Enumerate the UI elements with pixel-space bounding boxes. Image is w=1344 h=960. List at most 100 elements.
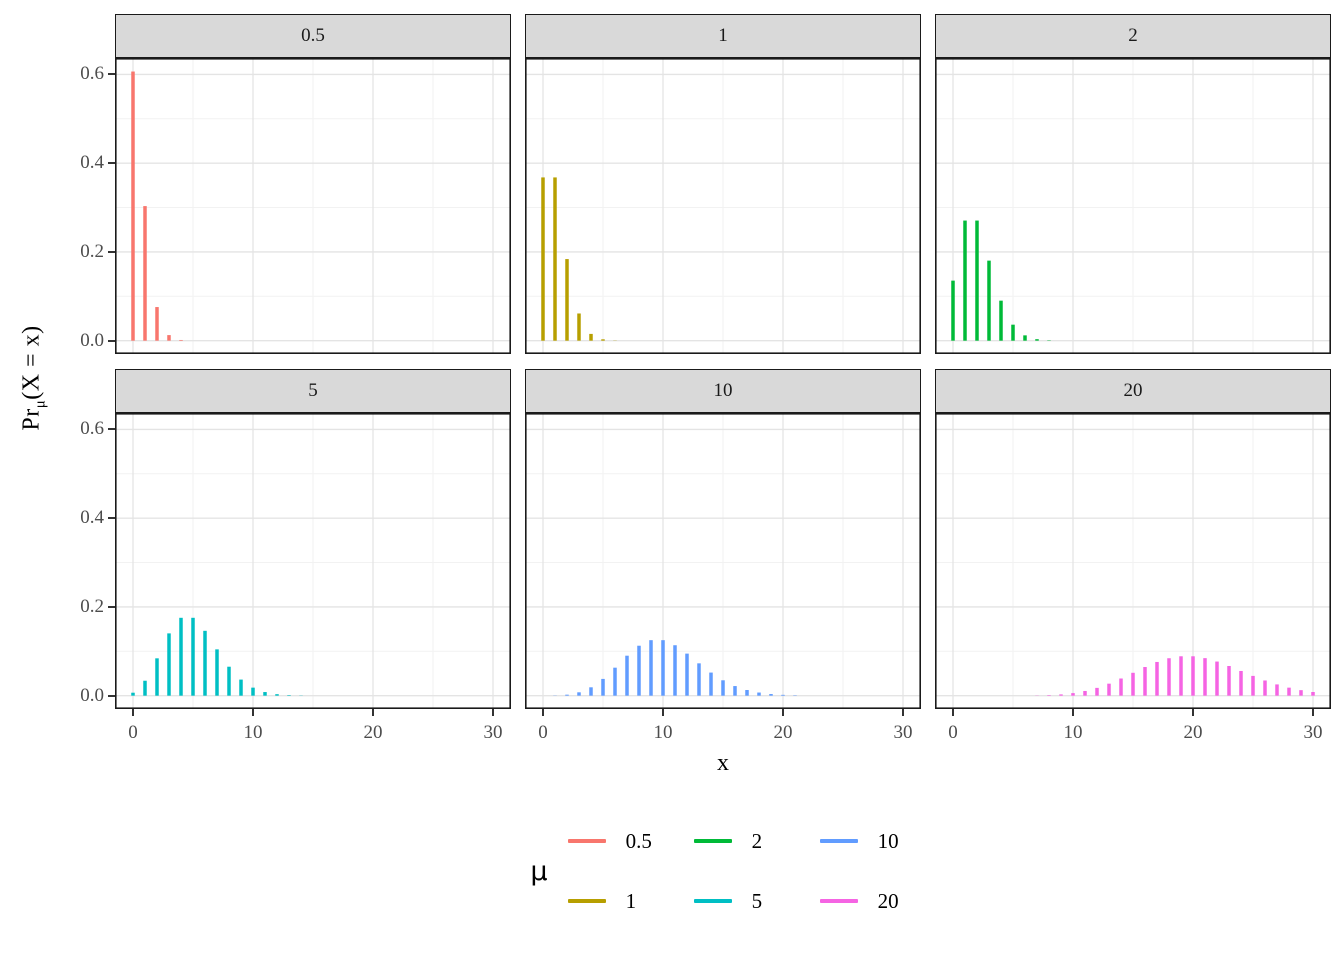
pmf-bar (1311, 692, 1315, 696)
pmf-bar (577, 313, 581, 341)
pmf-bar (131, 692, 135, 696)
y-axis-tick-label: 0.2 (80, 240, 104, 262)
pmf-bar (179, 617, 183, 696)
panel-border (935, 413, 1331, 709)
legend-items: 0.5 1 2 5 10 20 (567, 826, 916, 916)
x-axis-tick (782, 709, 784, 716)
facet-panel (525, 58, 921, 354)
pmf-bars (1035, 656, 1315, 696)
pmf-bar (203, 630, 207, 696)
panel-border (115, 58, 511, 354)
pmf-bar (1251, 675, 1255, 696)
x-axis-tick (372, 709, 374, 716)
pmf-bar (1107, 683, 1111, 696)
pmf-bar (191, 617, 195, 696)
grid-minor (525, 58, 921, 354)
pmf-plot-svg (935, 413, 1331, 709)
pmf-bar (951, 280, 955, 341)
facet-strip: 20 (935, 369, 1331, 413)
pmf-bar (1203, 658, 1207, 696)
legend: μ 0.5 1 2 5 10 20 (115, 826, 1331, 916)
pmf-bar (1119, 678, 1123, 696)
y-axis-tick-label: 0.2 (80, 595, 104, 617)
pmf-bar (1011, 324, 1015, 341)
pmf-bar (1287, 687, 1291, 696)
facet-strip-label: 5 (308, 380, 318, 401)
y-axis-tick (108, 428, 115, 431)
pmf-bar (1095, 687, 1099, 696)
pmf-bar (625, 655, 629, 696)
x-axis-tick (902, 709, 904, 716)
legend-item: 5 (693, 889, 790, 914)
pmf-bar (167, 633, 171, 696)
pmf-bar (143, 680, 147, 696)
legend-key-line (819, 899, 858, 903)
pmf-bar (697, 663, 701, 696)
facet-strip: 10 (525, 369, 921, 413)
pmf-bar (613, 667, 617, 696)
pmf-bar (553, 177, 557, 341)
pmf-bars (131, 617, 303, 696)
pmf-bar (685, 653, 689, 696)
facet-strip-label: 10 (713, 380, 733, 401)
legend-item-label: 20 (877, 888, 899, 913)
pmf-bar (1131, 672, 1135, 696)
pmf-bar (1047, 695, 1051, 696)
pmf-bar (131, 71, 135, 341)
y-axis-tick (108, 73, 115, 76)
pmf-bar (1155, 661, 1159, 696)
y-axis-tick (108, 250, 115, 253)
pmf-plot-svg (935, 58, 1331, 354)
pmf-bar (1071, 693, 1075, 696)
pmf-bar (661, 640, 665, 696)
legend-item: 2 (693, 829, 790, 854)
y-axis-tick-label: 0.4 (80, 152, 104, 174)
y-axis-tick-label: 0.6 (80, 418, 104, 440)
grid-major (115, 413, 511, 709)
pmf-bar (733, 686, 737, 696)
pmf-bar (287, 695, 291, 696)
pmf-bar (601, 678, 605, 696)
facet-panel (935, 58, 1331, 354)
pmf-bar (577, 692, 581, 696)
x-axis-tick-label: 20 (1183, 722, 1203, 743)
panel-border (935, 58, 1331, 354)
y-axis-tick (108, 339, 115, 342)
pmf-bar (143, 206, 147, 341)
y-axis-tick-label: 0.0 (80, 684, 104, 706)
facet-strip: 1 (525, 14, 921, 58)
x-axis-tick (1072, 709, 1074, 716)
pmf-bar (1215, 661, 1219, 696)
x-axis-tick-label: 10 (653, 722, 673, 743)
legend-item-label: 0.5 (625, 828, 652, 853)
x-axis-tick (952, 709, 954, 716)
y-axis-tick (108, 605, 115, 608)
x-axis-tick-label: 30 (893, 722, 913, 743)
pmf-bar (601, 339, 605, 341)
pmf-bar (1191, 656, 1195, 696)
pmf-bar (1263, 680, 1267, 696)
facet-panel (525, 413, 921, 709)
pmf-bar (1275, 684, 1279, 696)
pmf-bar (1227, 666, 1231, 696)
pmf-bar (155, 658, 159, 696)
panel-border (525, 413, 921, 709)
facet-panel (115, 413, 511, 709)
pmf-bar (1179, 656, 1183, 696)
legend-item-label: 1 (625, 888, 637, 913)
pmf-plot-svg (115, 413, 511, 709)
facet-strip: 5 (115, 369, 511, 413)
grid-major (525, 413, 921, 709)
legend-title: μ (530, 855, 548, 887)
facet-strip: 0.5 (115, 14, 511, 58)
pmf-plot-svg (525, 58, 921, 354)
pmf-bar (1035, 339, 1039, 341)
pmf-bar (1143, 667, 1147, 696)
y-axis-tick (108, 694, 115, 697)
x-axis-tick-label: 30 (1303, 722, 1323, 743)
facet-strip: 2 (935, 14, 1331, 58)
pmf-bar (179, 339, 183, 341)
pmf-bar (673, 645, 677, 696)
